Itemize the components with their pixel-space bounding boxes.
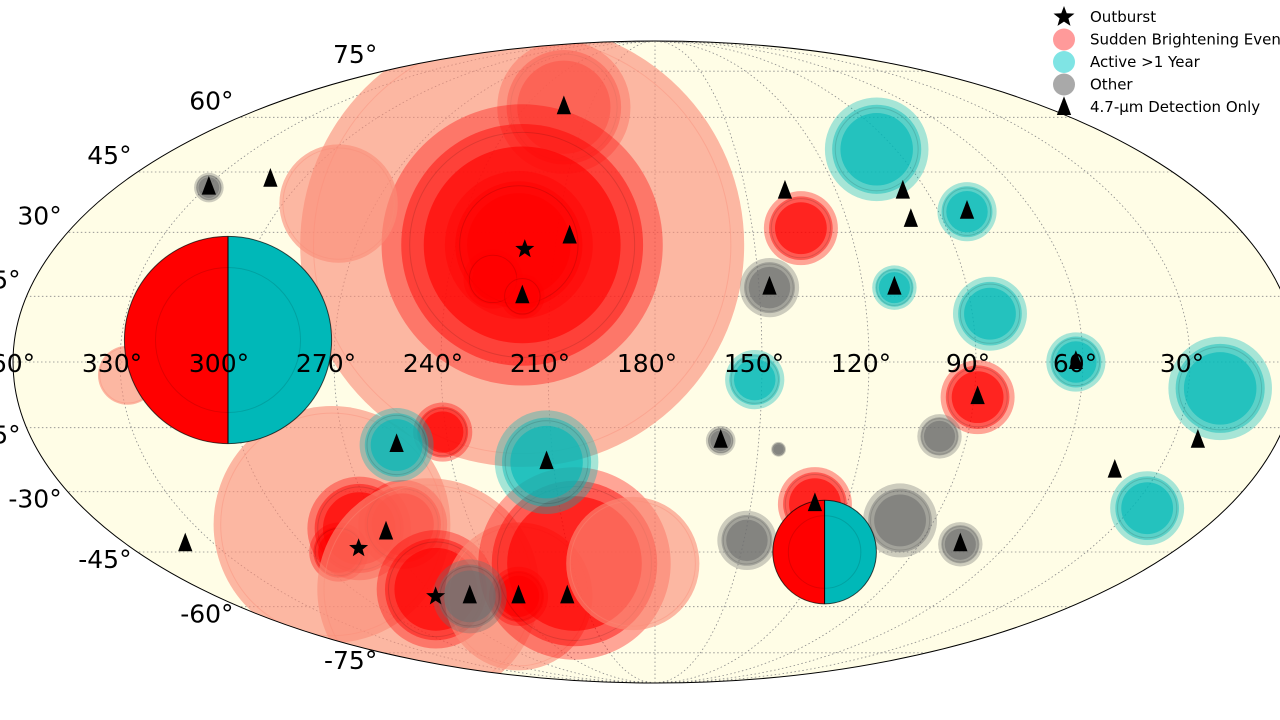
detection-triangle <box>762 275 777 295</box>
event-circle <box>824 97 929 202</box>
detection-triangle <box>389 433 404 453</box>
lat-tick-label: -30° <box>8 485 61 514</box>
detection-triangle <box>515 284 530 304</box>
legend-triangle-icon <box>1056 96 1072 116</box>
detection-triangle <box>511 584 526 604</box>
outburst-star <box>515 239 535 258</box>
detection-triangle <box>713 429 728 448</box>
legend-star-icon <box>1053 6 1075 26</box>
lon-tick-label: 180° <box>617 349 677 378</box>
legend-circle-icon <box>1053 51 1075 73</box>
event-circle <box>717 510 777 570</box>
detection-triangle <box>1068 350 1084 370</box>
lon-tick-label: 360° <box>0 349 35 378</box>
detection-triangle <box>807 492 823 512</box>
event-circle <box>413 402 473 462</box>
detection-triangle <box>1190 429 1206 448</box>
detection-triangle <box>562 224 577 244</box>
lon-tick-label: 300° <box>189 349 249 378</box>
lon-tick-label: 120° <box>831 349 891 378</box>
event-circle <box>863 483 938 558</box>
lon-tick-label: 60° <box>1053 349 1097 378</box>
legend-circle-icon <box>1053 73 1075 96</box>
lon-tick-label: 240° <box>403 349 463 378</box>
lon-tick-label: 210° <box>510 349 570 378</box>
event-circle <box>725 349 785 410</box>
legend-circle-icon <box>1053 28 1075 51</box>
detection-triangle <box>263 168 278 187</box>
legend-label: Sudden Brightening Event <box>1090 31 1280 49</box>
legend-entry: Sudden Brightening Event <box>1053 28 1280 51</box>
lat-tick-label: -45° <box>78 545 131 574</box>
lat-tick-label: 60° <box>189 86 233 115</box>
event-circle <box>566 496 700 631</box>
detection-triangle <box>895 179 910 199</box>
detection-triangle <box>970 385 985 405</box>
outburst-star <box>426 586 446 605</box>
lat-tick-label: -15° <box>0 421 21 450</box>
detection-triangle <box>539 450 554 470</box>
markers <box>97 41 1272 683</box>
detection-triangle <box>178 532 193 552</box>
detection-triangle <box>777 179 793 199</box>
lat-tick-label: 15° <box>0 265 21 294</box>
lat-tick-label: -75° <box>324 646 377 675</box>
legend-entry: Active >1 Year <box>1053 51 1201 73</box>
detection-triangle <box>462 584 477 604</box>
event-circle <box>1168 336 1272 441</box>
lat-tick-label: 75° <box>333 40 377 69</box>
tick-labels: 360° 330° 300° 270° 240° 210° 180° 150° 120° 90° 6… <box>0 40 1204 675</box>
lon-tick-label: 330° <box>82 349 142 378</box>
legend-label: 4.7-μm Detection Only <box>1090 98 1260 116</box>
legend-label: Other <box>1090 76 1133 94</box>
lat-tick-label: 45° <box>87 141 131 170</box>
legend-entry: 4.7-μm Detection Only <box>1056 96 1260 116</box>
legend-label: Active >1 Year <box>1090 53 1201 71</box>
event-circle <box>279 144 398 263</box>
outburst-star <box>349 538 369 557</box>
meridian-line <box>654 41 977 683</box>
legend-entry: Other <box>1053 73 1133 96</box>
event-circle <box>771 441 786 457</box>
detection-triangle <box>560 584 575 604</box>
event-circle <box>917 414 962 459</box>
projection-outline <box>12 40 1280 684</box>
event-circle <box>952 276 1027 351</box>
event-circle <box>763 191 838 266</box>
legend-label: Outburst <box>1090 8 1156 26</box>
detection-triangle <box>953 532 968 552</box>
lat-tick-label: -60° <box>180 600 233 629</box>
detection-triangle <box>1107 458 1122 478</box>
legend-entry: Outburst <box>1053 6 1156 26</box>
split-event-circle <box>123 235 333 445</box>
detection-triangle <box>903 208 919 227</box>
detection-triangle <box>959 200 975 219</box>
split-event-circle <box>772 499 877 605</box>
legend: Outburst Sudden Brightening Event Active >… <box>1053 6 1280 116</box>
lat-tick-label: 30° <box>17 201 61 230</box>
detection-triangle <box>378 520 394 540</box>
lon-tick-label: 90° <box>946 349 990 378</box>
lon-tick-label: 30° <box>1160 349 1204 378</box>
detection-triangle <box>201 175 217 195</box>
detection-triangle <box>887 275 902 295</box>
lon-tick-label: 150° <box>724 349 784 378</box>
event-circle <box>1110 471 1185 546</box>
detection-triangle <box>556 95 572 115</box>
lon-tick-label: 270° <box>296 349 356 378</box>
